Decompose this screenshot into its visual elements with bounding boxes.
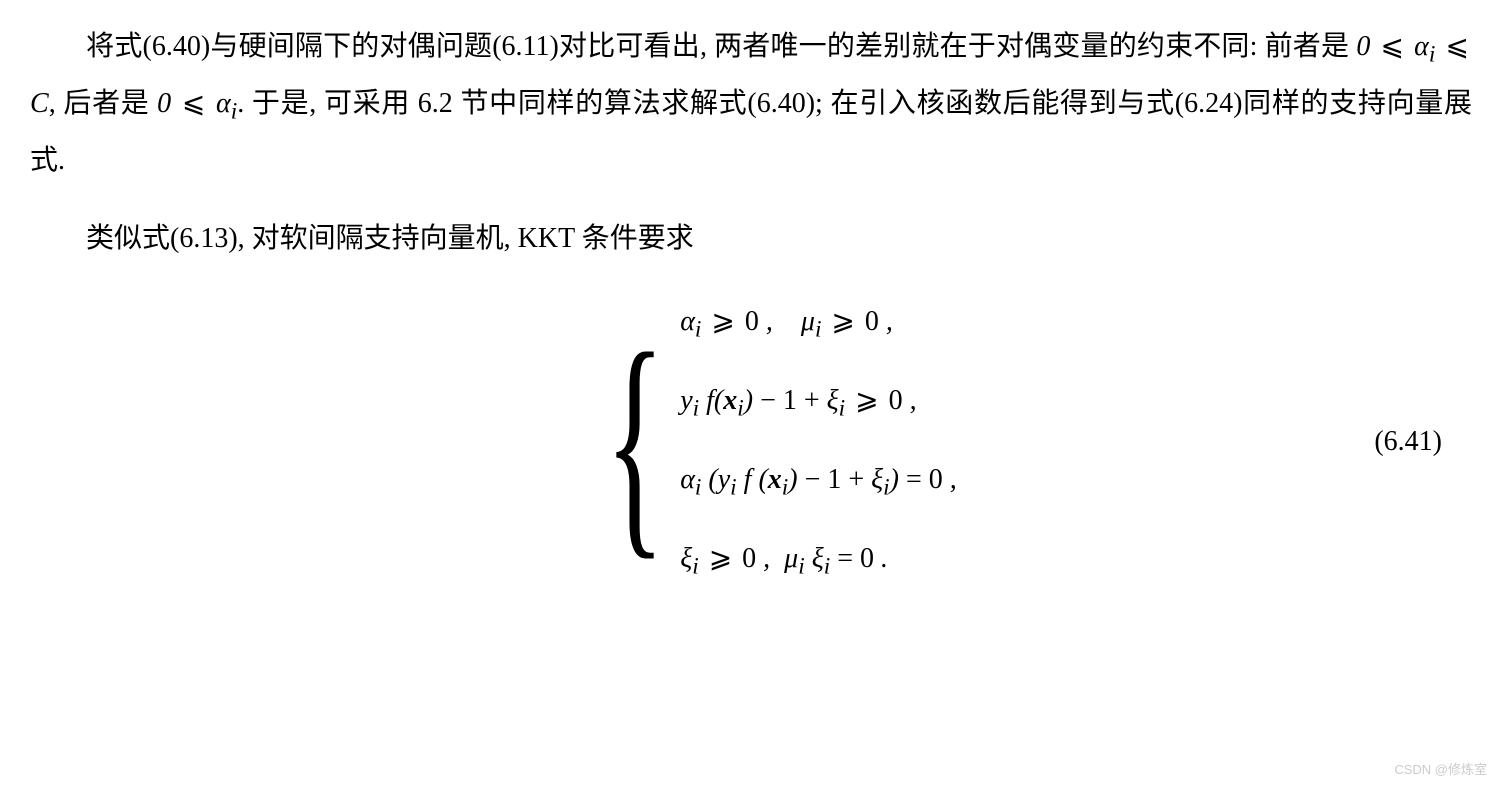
para1-text1: 将式(6.40)与硬间隔下的对偶问题(6.11)对比可看出, 两者唯一的差别就在… <box>86 31 1356 62</box>
para1-math2: 0 ⩽ αi <box>157 88 237 119</box>
eq-line-2: yi f(xi) − 1 + ξi ⩾ 0 , <box>680 374 957 431</box>
equation-system: αi ⩾ 0 , μi ⩾ 0 , yi f(xi) − 1 + ξi ⩾ 0 … <box>680 295 957 589</box>
equation-number: (6.41) <box>1374 415 1442 468</box>
eq-line-1: αi ⩾ 0 , μi ⩾ 0 , <box>680 295 957 352</box>
left-brace: { <box>605 297 665 587</box>
paragraph-1: 将式(6.40)与硬间隔下的对偶问题(6.11)对比可看出, 两者唯一的差别就在… <box>30 20 1472 187</box>
eq-line-4: ξi ⩾ 0 , μi ξi = 0 . <box>680 532 957 589</box>
para2-text: 类似式(6.13), 对软间隔支持向量机, KKT 条件要求 <box>86 223 694 254</box>
watermark: CSDN @修炼室 <box>1394 758 1487 783</box>
para1-text2: , 后者是 <box>49 88 157 119</box>
eq-line-3: αi (yi f (xi) − 1 + ξi) = 0 , <box>680 453 957 510</box>
paragraph-2: 类似式(6.13), 对软间隔支持向量机, KKT 条件要求 <box>30 212 1472 265</box>
para1-text3: . 于是, 可采用 6.2 节中同样的算法求解式(6.40); 在引入核函数后能… <box>30 88 1472 176</box>
equation-block: { αi ⩾ 0 , μi ⩾ 0 , yi f(xi) − 1 + ξi ⩾ … <box>30 295 1472 589</box>
